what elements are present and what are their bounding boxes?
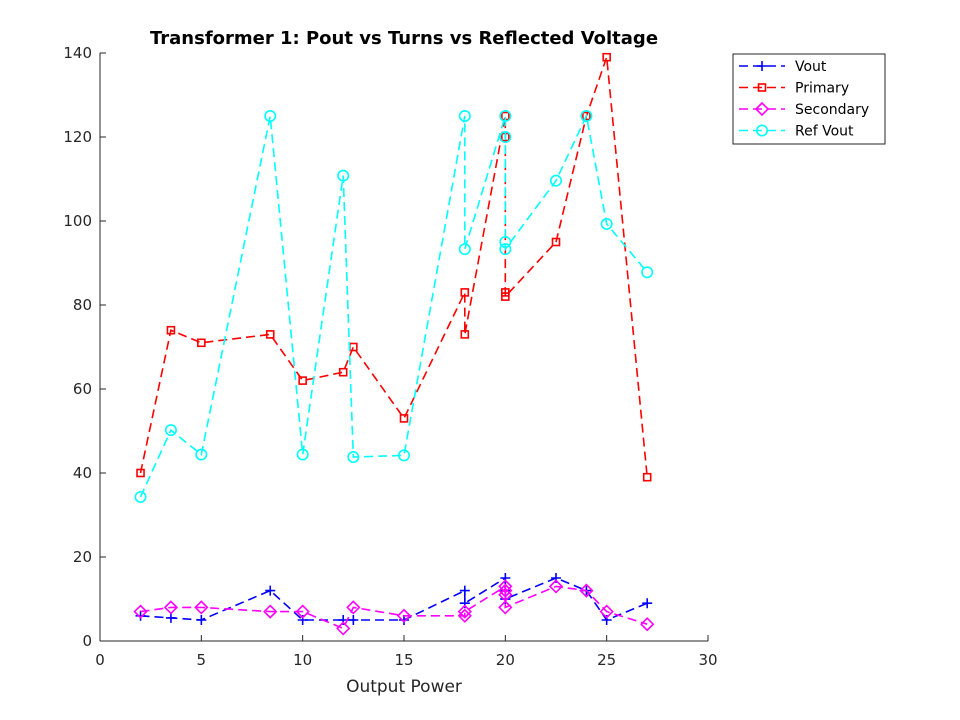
data-point-vout (642, 598, 653, 609)
legend-label-vout: Vout (795, 59, 827, 75)
legend-marker-ref-vout (755, 124, 768, 137)
data-point-primary (298, 376, 307, 385)
data-point-secondary (498, 600, 513, 615)
data-point-secondary (336, 621, 351, 636)
data-point-primary (501, 292, 510, 301)
data-point-primary (197, 338, 206, 348)
x-tick-label: 15 (394, 651, 413, 669)
data-point-primary (460, 330, 470, 339)
series-ref-vout (134, 110, 654, 503)
data-point-ref-vout (549, 174, 562, 187)
legend-marker-primary (757, 83, 767, 92)
data-point-ref-vout (195, 448, 208, 461)
series-vout (135, 573, 653, 625)
data-point-vout (459, 585, 470, 596)
data-point-primary (349, 342, 358, 352)
data-point-ref-vout (600, 217, 613, 230)
data-point-ref-vout (458, 110, 471, 123)
x-tick-label: 10 (293, 651, 312, 669)
plot-area (133, 52, 655, 636)
data-point-ref-vout (458, 243, 471, 256)
data-point-secondary (194, 600, 209, 615)
legend-item-vout: Vout (739, 59, 827, 75)
data-point-secondary (263, 604, 278, 619)
data-point-secondary (163, 600, 179, 615)
data-point-vout (265, 585, 276, 596)
data-point-secondary (346, 600, 361, 615)
legend-box (732, 53, 886, 145)
legend-label-primary: Primary (795, 81, 849, 97)
series-line-secondary (140, 584, 648, 630)
data-point-secondary (599, 604, 614, 619)
data-point-secondary (295, 604, 310, 619)
x-tick-label: 30 (698, 651, 717, 669)
data-point-primary (136, 468, 145, 478)
x-tick-label: 20 (496, 651, 515, 669)
data-point-ref-vout (499, 236, 512, 249)
data-point-secondary (133, 604, 148, 619)
data-point-secondary (396, 608, 412, 623)
data-point-ref-vout (499, 131, 512, 144)
data-point-primary (166, 325, 176, 335)
legend-item-secondary: Secondary (739, 101, 869, 118)
data-point-vout (165, 612, 176, 623)
legend-item-primary: Primary (739, 81, 849, 97)
data-point-ref-vout (499, 110, 512, 123)
data-point-ref-vout (641, 266, 654, 279)
data-point-ref-vout (264, 110, 277, 123)
series-line-primary (139, 56, 648, 478)
data-point-ref-vout (580, 110, 593, 123)
data-point-ref-vout (164, 424, 177, 437)
series-line-ref-vout (139, 113, 648, 498)
y-tick-label: 40 (73, 464, 92, 482)
data-point-secondary (498, 583, 513, 598)
y-tick-label: 60 (73, 380, 92, 398)
data-point-secondary (640, 617, 655, 632)
data-point-ref-vout (134, 490, 147, 503)
series-line-vout (140, 576, 648, 621)
data-point-secondary (457, 604, 472, 619)
x-tick-label: 25 (597, 651, 616, 669)
axes: 0 5 10 15 20 25 30 0 20 40 60 80 100 120 140 (63, 44, 717, 669)
y-tick-label: 100 (63, 212, 92, 230)
chart-title: Transformer 1: Pout vs Turns vs Reflecte… (150, 28, 658, 49)
y-tick-label: 20 (73, 548, 92, 566)
data-point-vout (348, 615, 359, 625)
data-point-primary (265, 330, 275, 339)
x-axis-label: Output Power (346, 677, 462, 697)
x-tick-label: 0 (95, 651, 105, 669)
data-point-ref-vout (337, 169, 350, 182)
data-point-secondary (579, 583, 594, 598)
y-tick-label: 0 (82, 632, 92, 650)
data-point-primary (338, 367, 348, 377)
y-tick-label: 80 (73, 296, 92, 314)
legend-label-secondary: Secondary (795, 102, 869, 118)
data-point-primary (399, 414, 409, 423)
series-secondary (133, 579, 655, 636)
legend-item-ref-vout: Ref Vout (739, 124, 854, 140)
y-tick-label: 140 (63, 44, 92, 62)
data-point-primary (602, 52, 611, 62)
data-point-primary (460, 288, 470, 297)
x-tick-label: 5 (197, 651, 207, 669)
legend-marker-vout (757, 61, 767, 71)
data-point-secondary (548, 579, 564, 594)
legend-label-ref-vout: Ref Vout (795, 124, 854, 140)
legend: Vout Primary Secondary Ref Vout (732, 53, 886, 145)
data-point-ref-vout (499, 243, 512, 256)
data-point-vout (399, 615, 409, 625)
data-point-ref-vout (347, 451, 360, 464)
data-point-primary (551, 237, 561, 247)
data-point-primary (582, 111, 591, 121)
data-point-primary (642, 472, 652, 482)
data-point-secondary (498, 579, 513, 594)
data-point-vout (135, 610, 146, 621)
series-primary (136, 52, 652, 482)
data-point-vout (196, 615, 207, 625)
data-point-ref-vout (296, 448, 309, 461)
y-tick-label: 120 (63, 128, 92, 146)
data-point-ref-vout (397, 449, 410, 462)
legend-marker-secondary (754, 101, 770, 117)
